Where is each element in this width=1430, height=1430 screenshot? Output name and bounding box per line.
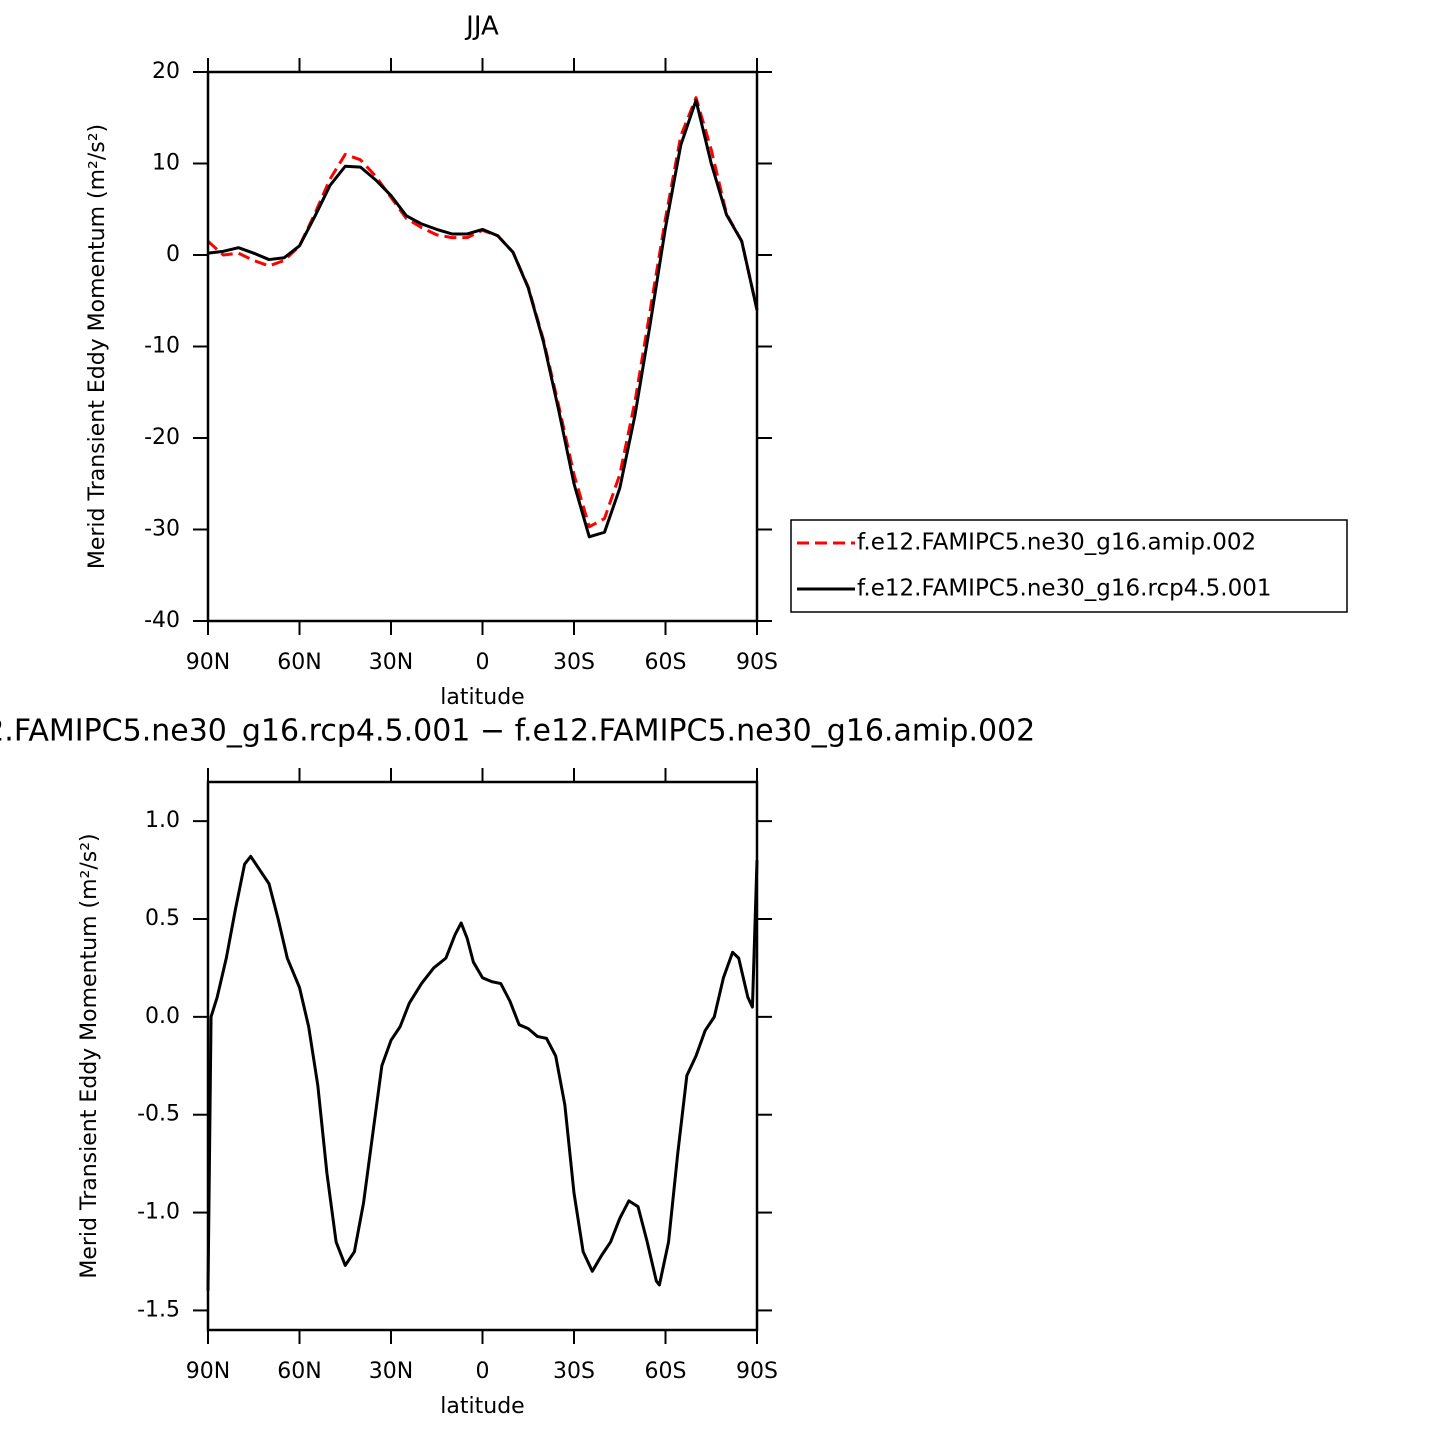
plot-frame xyxy=(206,780,759,1332)
x-tick-label: 0 xyxy=(476,1359,490,1384)
y-tick-label: -30 xyxy=(144,517,180,542)
x-axis-label: latitude xyxy=(440,1394,524,1419)
y-tick-label: 20 xyxy=(152,59,180,84)
data-line xyxy=(206,854,759,1291)
y-axis-label: Merid Transient Eddy Momentum (m²/s²) xyxy=(85,124,110,569)
legend-label: f.e12.FAMIPC5.ne30_g16.rcp4.5.001 xyxy=(857,576,1271,602)
y-tick-label: 0 xyxy=(166,242,180,267)
y-tick-label: 0.0 xyxy=(145,1004,180,1029)
y-tick-label: 1.0 xyxy=(145,808,180,833)
plot-frame xyxy=(206,70,759,623)
y-tick-label: -10 xyxy=(144,334,180,359)
x-tick-label: 60S xyxy=(645,1359,687,1384)
x-tick-label: 90S xyxy=(736,650,778,675)
y-tick-label: -1.0 xyxy=(137,1200,180,1225)
x-tick-label: 90N xyxy=(186,650,230,675)
x-tick-label: 60N xyxy=(277,1359,321,1384)
data-line xyxy=(207,98,759,539)
chart-title: JJA xyxy=(464,12,499,42)
y-axis-label: Merid Transient Eddy Momentum (m²/s²) xyxy=(77,833,102,1278)
y-tick-label: -20 xyxy=(144,425,180,450)
y-tick-label: -40 xyxy=(144,608,180,633)
y-tick-label: 10 xyxy=(152,151,180,176)
y-tick-label: 0.5 xyxy=(145,906,180,931)
x-tick-label: 60S xyxy=(645,650,687,675)
x-tick-label: 0 xyxy=(476,650,490,675)
x-tick-label: 30N xyxy=(369,650,413,675)
x-tick-label: 60N xyxy=(277,650,321,675)
x-tick-label: 90N xyxy=(186,1359,230,1384)
x-tick-label: 90S xyxy=(736,1359,778,1384)
x-tick-label: 30S xyxy=(553,1359,595,1384)
y-tick-label: -0.5 xyxy=(137,1102,180,1127)
legend-box xyxy=(790,519,1348,613)
data-line xyxy=(206,96,759,529)
legend-label: f.e12.FAMIPC5.ne30_g16.amip.002 xyxy=(857,530,1256,556)
y-tick-label: -1.5 xyxy=(137,1297,180,1322)
x-tick-label: 30N xyxy=(369,1359,413,1384)
chart-title: f.e12.FAMIPC5.ne30_g16.rcp4.5.001 − f.e1… xyxy=(0,714,1035,749)
x-tick-label: 30S xyxy=(553,650,595,675)
x-axis-label: latitude xyxy=(440,685,524,710)
